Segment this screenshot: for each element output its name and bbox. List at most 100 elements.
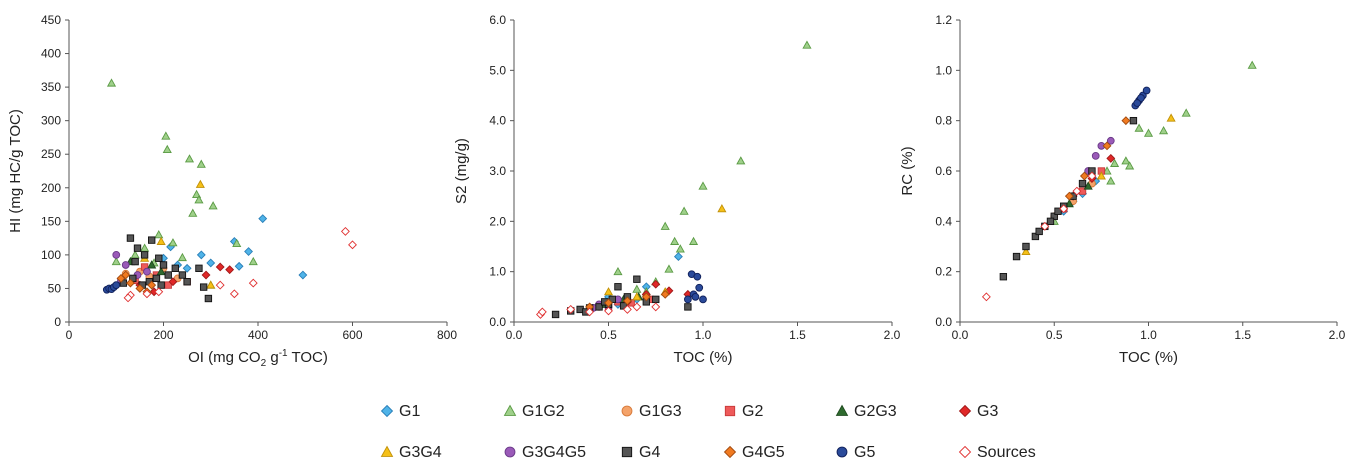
data-point: [1021, 246, 1031, 256]
data-point: [1031, 232, 1040, 241]
legend-marker: [835, 404, 849, 416]
data-point: [125, 278, 135, 288]
legend-label: G2: [742, 403, 763, 420]
data-point: [204, 294, 213, 303]
data-point: [152, 274, 161, 283]
legend-item-g3: G3: [958, 403, 998, 420]
series-g5: [684, 270, 707, 304]
y-tick-label: 0.2: [935, 265, 952, 279]
data-point: [660, 289, 670, 299]
y-tick-label: 1.2: [935, 13, 952, 27]
data-point: [537, 307, 547, 317]
legend-item-g1: G1: [380, 403, 420, 420]
data-point: [162, 144, 172, 154]
data-point: [155, 254, 163, 262]
data-point: [111, 256, 121, 266]
y-tick-label: 4.0: [489, 114, 506, 128]
series-g4g5: [1064, 116, 1131, 201]
y-tick-label: 1.0: [935, 63, 952, 77]
data-point: [154, 287, 164, 297]
data-point: [258, 214, 268, 224]
data-point: [206, 258, 216, 268]
x-tick-label: 800: [437, 328, 457, 342]
legend-label: G1G3: [639, 403, 682, 420]
data-point: [142, 289, 152, 299]
data-point: [695, 283, 704, 292]
legend-marker: [958, 445, 972, 459]
data-point: [1121, 156, 1131, 165]
data-point: [1050, 212, 1058, 220]
data-point: [206, 280, 216, 289]
data-point: [148, 236, 156, 244]
data-point: [131, 257, 139, 266]
data-point: [147, 280, 157, 290]
data-point: [622, 296, 632, 306]
chart-2: 0.0 1.0 2.0 3.0 4.0 5.0 6.0 0.0 0.5 1.0 1.5 2.0 TOC …: [453, 13, 901, 366]
series-sources: [981, 171, 1097, 302]
series-g3g4: [603, 204, 727, 301]
data-point: [664, 264, 674, 273]
data-point: [140, 251, 149, 259]
data-point: [1137, 94, 1145, 102]
data-point: [1102, 141, 1112, 151]
data-point: [196, 250, 206, 260]
series-g1: [159, 214, 308, 280]
legend-label: G4: [639, 444, 660, 461]
data-point: [622, 304, 632, 314]
legend-item-sources: Sources: [958, 444, 1036, 461]
data-point: [1087, 171, 1097, 181]
data-point: [1143, 128, 1154, 137]
data-point: [168, 277, 178, 287]
data-point: [651, 302, 661, 312]
data-point: [1012, 252, 1021, 261]
data-point: [1035, 227, 1043, 236]
data-point: [1129, 116, 1138, 125]
legend-label: G4G5: [742, 444, 785, 461]
legend-marker: [621, 446, 633, 458]
data-point: [1064, 191, 1074, 201]
y-axis-label: RC (%): [899, 146, 916, 195]
data-point: [161, 131, 171, 140]
series-g3g4: [1021, 113, 1176, 256]
legend-label: G5: [854, 444, 875, 461]
data-point: [1106, 136, 1115, 145]
data-point: [201, 270, 211, 280]
y-tick-label: 1.0: [489, 265, 506, 279]
data-point: [633, 275, 641, 283]
legend-marker: [724, 405, 736, 417]
data-point: [1159, 126, 1169, 135]
data-point: [1106, 176, 1116, 185]
series-g4: [551, 275, 692, 319]
series-g1g2: [106, 78, 258, 289]
y-tick-label: 50: [48, 281, 62, 295]
y-tick-label: 450: [41, 13, 61, 27]
chart-3: 0.0 0.2 0.4 0.6 0.8 1.0 1.2 0.0 0.5 1.0 1.5 2.0 TOC …: [899, 13, 1346, 366]
y-tick-label: 100: [41, 248, 61, 262]
x-tick-label: 0.5: [600, 328, 617, 342]
legend-item-g1g2: G1G2: [503, 403, 565, 420]
x-tick-label: 2.0: [1329, 328, 1346, 342]
data-point: [595, 303, 603, 311]
data-point: [981, 292, 991, 302]
data-point: [248, 278, 258, 288]
data-point: [188, 208, 198, 217]
data-point: [199, 283, 208, 291]
legend-item-g3g4: G3G4: [380, 444, 442, 461]
data-point: [673, 252, 683, 262]
legend-item-g3g4g5: G3G4G5: [504, 444, 586, 461]
legend-item-g2g3: G2G3: [835, 403, 897, 420]
data-point: [194, 195, 204, 204]
x-tick-label: 600: [342, 328, 362, 342]
data-point: [225, 265, 235, 275]
x-axis-label: OI (mg CO2 g-1 TOC): [188, 348, 328, 369]
legend-label: G1G2: [522, 403, 565, 420]
data-point: [112, 281, 121, 289]
x-tick-label: 200: [153, 328, 173, 342]
data-point: [171, 264, 179, 272]
data-point: [196, 159, 206, 168]
series-g3g4: [140, 179, 216, 289]
y-tick-label: 6.0: [489, 13, 506, 27]
data-point: [684, 295, 692, 304]
data-point: [1083, 181, 1093, 190]
x-axis-label: TOC (%): [1119, 349, 1178, 366]
